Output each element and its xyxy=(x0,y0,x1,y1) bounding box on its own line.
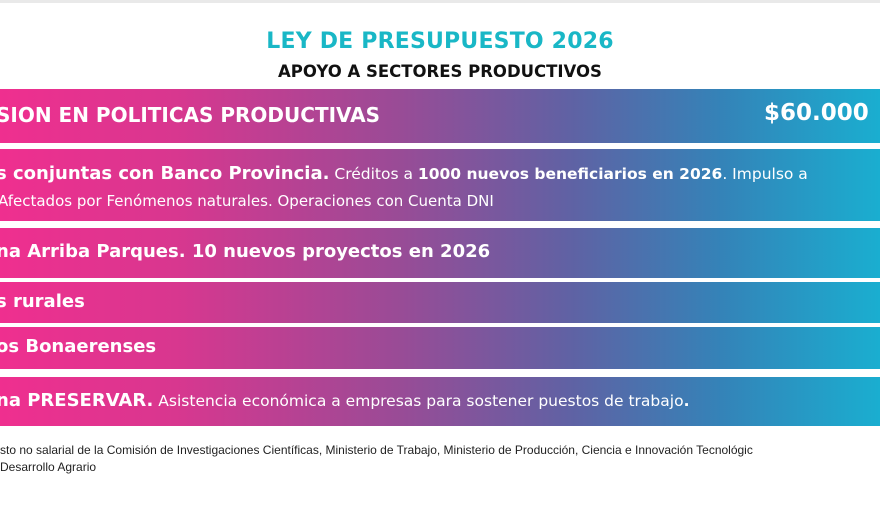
row-arriba-parques: na Arriba Parques. 10 nuevos proyectos e… xyxy=(0,228,880,278)
row-bonaerenses: os Bonaerenses xyxy=(0,327,880,369)
row-preservar-name: na PRESERVAR. xyxy=(0,390,154,411)
row-arriba-parques-name: na Arriba Parques. 10 nuevos proyectos e… xyxy=(0,241,491,262)
row-banco-provincia-line1: s conjuntas con Banco Provincia. Crédito… xyxy=(0,163,808,184)
row-preservar-desc-end: . xyxy=(683,392,690,410)
row-preservar: na PRESERVAR. Asistencia económica a emp… xyxy=(0,377,880,426)
footnote-line-2: Desarrollo Agrario xyxy=(0,460,97,474)
footnote-line-1: sto no salarial de la Comisión de Invest… xyxy=(0,443,753,457)
row-banco-provincia-desc-bold: 1000 nuevos beneficiarios en 2026 xyxy=(417,165,723,183)
page-subtitle: APOYO A SECTORES PRODUCTIVOS xyxy=(278,62,602,81)
summary-amount: $60.000 xyxy=(764,100,869,126)
row-rurales-name: s rurales xyxy=(0,291,85,312)
row-rurales: s rurales xyxy=(0,282,880,323)
top-divider xyxy=(0,0,880,3)
summary-band: SION EN POLITICAS PRODUCTIVAS $60.000 xyxy=(0,89,880,143)
row-bonaerenses-name: os Bonaerenses xyxy=(0,336,157,357)
page-title: LEY DE PRESUPUESTO 2026 xyxy=(266,29,614,54)
row-preservar-line: na PRESERVAR. Asistencia económica a emp… xyxy=(0,390,689,411)
summary-label: SION EN POLITICAS PRODUCTIVAS xyxy=(0,103,381,127)
row-banco-provincia-name: s conjuntas con Banco Provincia. xyxy=(0,163,330,184)
row-banco-provincia-desc-pre: Créditos a xyxy=(329,165,418,183)
row-banco-provincia-line2: Afectados por Fenómenos naturales. Opera… xyxy=(0,192,494,210)
row-banco-provincia: s conjuntas con Banco Provincia. Crédito… xyxy=(0,149,880,221)
row-preservar-desc: Asistencia económica a empresas para sos… xyxy=(153,392,684,410)
row-banco-provincia-desc-post: . Impulso a xyxy=(722,165,808,183)
